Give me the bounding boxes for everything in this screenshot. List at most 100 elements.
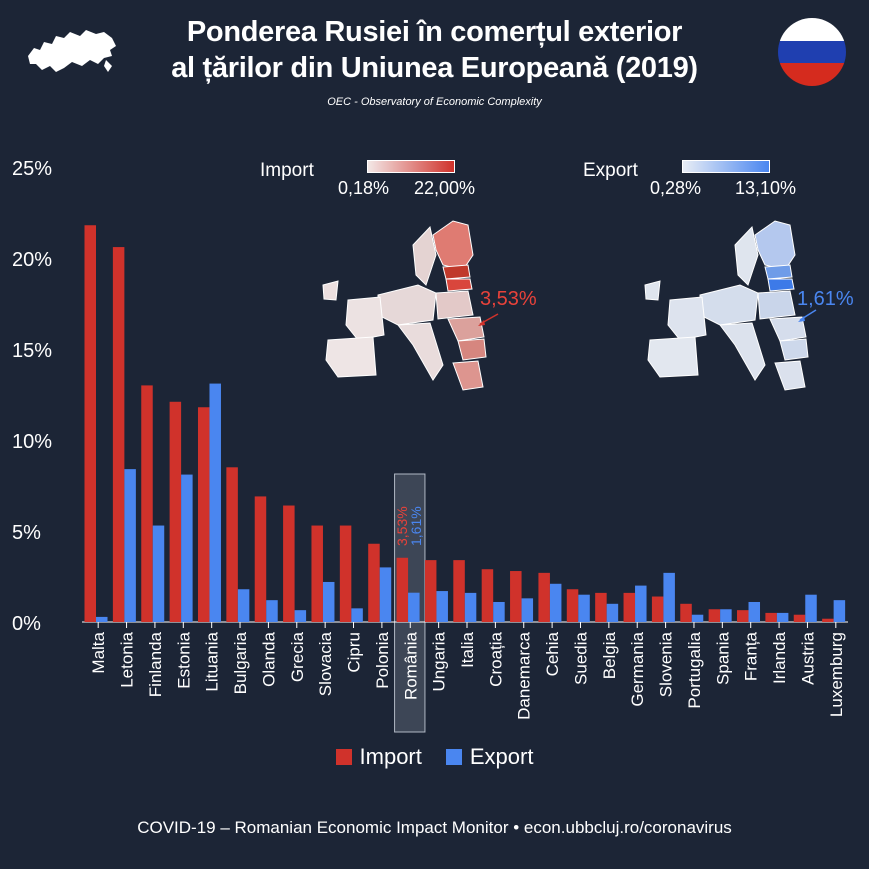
x-tick-label: Slovacia xyxy=(316,631,335,696)
bar-export xyxy=(464,592,477,622)
bar-export xyxy=(833,600,846,622)
bar-import xyxy=(651,596,664,622)
export-min-label: 0,28% xyxy=(650,178,702,198)
legend-export: Export xyxy=(445,744,534,770)
bar-export xyxy=(748,601,761,622)
import-arrow-icon xyxy=(478,313,499,326)
bar-import xyxy=(339,525,352,622)
bar-export xyxy=(181,474,193,622)
bar-export xyxy=(351,608,363,622)
x-tick-label: Letonia xyxy=(118,631,137,687)
legend-export-label: Export xyxy=(469,744,534,769)
bar-export xyxy=(663,572,675,622)
x-tick-label: România xyxy=(401,631,420,700)
export-map-label: Export xyxy=(583,160,638,181)
bar-export xyxy=(578,594,590,622)
bar-export xyxy=(408,592,420,622)
bar-export xyxy=(124,469,136,622)
source-label: OEC - Observatory of Economic Complexity xyxy=(327,96,542,108)
x-tick-label: Polonia xyxy=(373,631,392,688)
bar-export xyxy=(96,616,108,622)
bar-export xyxy=(209,383,221,622)
x-tick-label: Bulgaria xyxy=(231,631,250,694)
highlight-export-label: 1,61% xyxy=(408,506,424,546)
x-tick-label: Franța xyxy=(742,631,761,681)
y-tick-label: 25% xyxy=(12,158,52,180)
x-tick-label: Irlanda xyxy=(770,631,789,684)
bar-import xyxy=(595,592,607,622)
bar-import xyxy=(169,401,182,622)
export-romania-label: 1,61% xyxy=(797,288,854,310)
x-tick-label: Grecia xyxy=(288,631,307,682)
bar-export xyxy=(379,567,392,622)
bar-export xyxy=(294,610,307,622)
y-tick-label: 10% xyxy=(12,431,52,453)
bar-export xyxy=(493,601,505,622)
bar-import xyxy=(112,247,125,622)
x-tick-label: Malta xyxy=(89,631,108,673)
x-tick-label: Cehia xyxy=(543,631,562,676)
x-tick-label: Luxemburg xyxy=(827,632,846,717)
export-gradient-bar xyxy=(682,160,770,173)
x-tick-label: Estonia xyxy=(174,631,193,688)
export-europe-map xyxy=(644,220,809,391)
x-tick-label: Slovenia xyxy=(657,631,676,697)
bar-import xyxy=(566,589,579,622)
bar-import xyxy=(765,612,777,622)
import-map-label: Import xyxy=(260,160,314,181)
bar-import xyxy=(396,557,409,622)
x-tick-label: Spania xyxy=(713,631,732,684)
russia-flag-icon xyxy=(778,18,846,86)
bar-export xyxy=(805,594,817,622)
bar-import xyxy=(283,505,295,622)
x-tick-label: Portugalia xyxy=(685,631,704,708)
y-tick-label: 5% xyxy=(12,522,41,544)
bar-import xyxy=(737,610,749,622)
bar-import xyxy=(510,571,522,622)
bar-import xyxy=(141,385,153,622)
bar-export xyxy=(549,583,562,622)
y-tick-label: 20% xyxy=(12,249,52,271)
import-romania-label: 3,53% xyxy=(480,288,537,310)
x-tick-label: Croația xyxy=(486,631,505,686)
x-tick-label: Danemarca xyxy=(515,631,534,719)
bar-import xyxy=(254,496,267,622)
bar-import xyxy=(793,614,806,622)
x-tick-label: Finlanda xyxy=(146,631,165,697)
legend-export-swatch xyxy=(445,749,462,765)
title-line-2: al țărilor din Uniunea Europeană (2019) xyxy=(171,52,698,84)
bar-import xyxy=(623,592,636,622)
bar-import xyxy=(680,603,692,622)
bar-export xyxy=(266,600,278,622)
x-tick-label: Germania xyxy=(628,631,647,706)
x-tick-label: Italia xyxy=(458,631,477,667)
bar-export xyxy=(635,585,647,622)
bar-export xyxy=(322,581,335,622)
x-tick-label: Olanda xyxy=(259,631,278,686)
bar-export xyxy=(776,612,789,622)
x-tick-label: Suedia xyxy=(571,631,590,684)
title-line-1: Ponderea Rusiei în comerțul exterior xyxy=(186,16,683,48)
import-europe-map xyxy=(322,220,487,391)
legend-import-label: Import xyxy=(359,744,422,769)
bar-import xyxy=(708,609,721,622)
legend-import: Import xyxy=(335,744,422,770)
bar-import xyxy=(197,407,210,622)
bar-export xyxy=(436,591,448,622)
import-max-label: 22,00% xyxy=(414,178,476,198)
bar-import xyxy=(424,560,437,622)
x-tick-label: Lituania xyxy=(203,631,222,691)
bar-import xyxy=(538,572,550,622)
highlight-import-label: 3,53% xyxy=(394,506,410,546)
legend-import-swatch xyxy=(335,749,352,765)
export-max-label: 13,10% xyxy=(735,178,797,198)
bar-import xyxy=(311,525,323,622)
bar-import xyxy=(368,543,380,622)
y-tick-label: 0% xyxy=(12,613,41,635)
bar-import xyxy=(822,618,834,622)
import-min-label: 0,18% xyxy=(338,178,390,198)
bar-export xyxy=(720,609,732,622)
bar-import xyxy=(84,225,96,623)
bar-export xyxy=(691,614,704,622)
y-tick-label: 15% xyxy=(12,340,52,362)
